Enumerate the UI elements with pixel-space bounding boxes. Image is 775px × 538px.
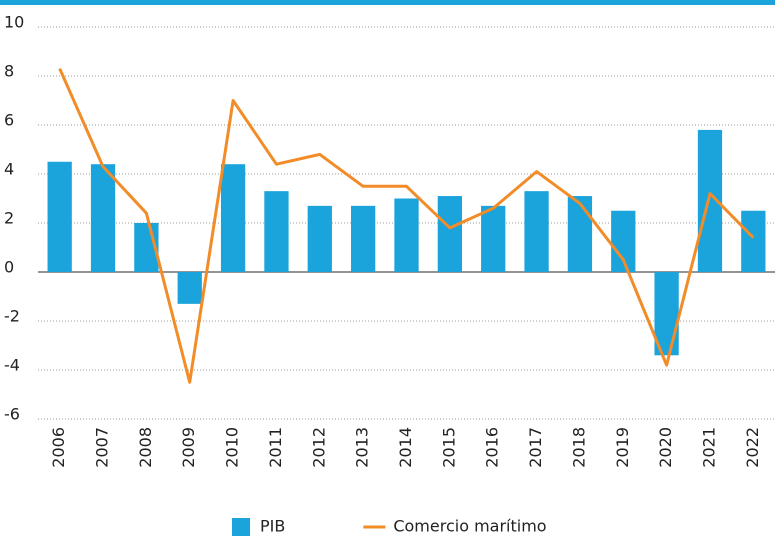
bar: [567, 196, 593, 272]
x-tick-label: 2022: [743, 427, 762, 468]
y-tick-label: -6: [4, 405, 20, 424]
x-tick-label: 2019: [613, 427, 632, 468]
legend-label: PIB: [260, 517, 285, 536]
bar: [437, 196, 462, 272]
y-tick-label: 0: [4, 258, 14, 277]
x-tick-label: 2016: [483, 427, 502, 468]
bar: [524, 191, 549, 272]
bar: [654, 272, 679, 356]
x-tick-label: 2020: [656, 427, 675, 468]
y-tick-label: 4: [4, 160, 14, 179]
y-tick-label: 8: [4, 62, 14, 81]
bar: [177, 272, 202, 304]
bar: [481, 205, 506, 272]
top-band: [0, 0, 775, 5]
y-tick-label: 2: [4, 209, 14, 228]
y-tick-label: 10: [4, 13, 24, 32]
line: [58, 67, 755, 384]
bar: [220, 164, 246, 272]
x-tick-label: 2008: [136, 427, 155, 468]
bar: [741, 210, 766, 272]
bar: [307, 205, 332, 272]
bar: [394, 198, 419, 272]
bars: [47, 129, 766, 356]
legend-swatch: [232, 518, 250, 536]
y-tick-label: -2: [4, 307, 20, 326]
y-tick-label: -4: [4, 356, 20, 375]
x-tick-label: 2013: [353, 427, 372, 468]
x-tick-label: 2012: [309, 427, 328, 468]
x-tick-label: 2010: [223, 427, 242, 468]
x-tick-label: 2017: [526, 427, 545, 468]
x-tick-label: 2014: [396, 427, 415, 468]
x-tick-label: 2007: [93, 427, 112, 468]
x-tick-label: 2018: [569, 427, 588, 468]
x-tick-label: 2006: [49, 427, 68, 468]
bar: [351, 205, 376, 272]
y-tick-label: 6: [4, 111, 14, 130]
x-tick-label: 2021: [699, 427, 718, 468]
x-tick-label: 2011: [266, 427, 285, 468]
bar: [47, 161, 72, 272]
bar: [264, 191, 289, 272]
legend-label: Comercio marítimo: [393, 517, 546, 536]
x-tick-label: 2009: [179, 427, 198, 468]
x-tick-label: 2015: [439, 427, 458, 468]
bar: [90, 164, 116, 272]
